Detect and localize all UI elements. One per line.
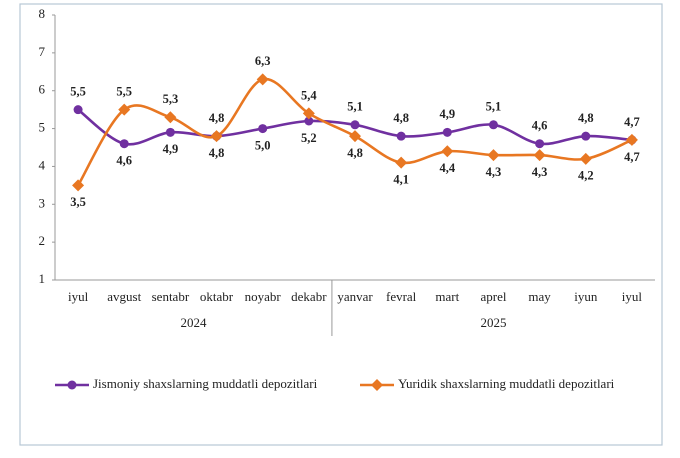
legend-label: Yuridik shaxslarning muddatli depozitlar… xyxy=(398,376,615,391)
x-tick-label: iyul xyxy=(68,289,89,304)
marker xyxy=(164,111,177,124)
data-label: 4,1 xyxy=(393,173,409,187)
x-tick-label: dekabr xyxy=(291,289,327,304)
y-tick-label: 3 xyxy=(39,195,46,210)
group-label: 2024 xyxy=(180,315,207,330)
y-tick-label: 2 xyxy=(39,233,46,248)
data-label: 4,8 xyxy=(393,111,409,125)
marker xyxy=(581,131,591,141)
data-label: 4,4 xyxy=(439,161,455,175)
marker xyxy=(625,133,638,146)
marker xyxy=(533,149,546,162)
data-label: 4,8 xyxy=(209,111,225,125)
data-label: 5,0 xyxy=(255,138,271,152)
marker xyxy=(349,130,361,143)
x-tick-label: may xyxy=(528,289,551,304)
y-tick-label: 8 xyxy=(39,6,46,21)
marker xyxy=(395,156,408,169)
data-label: 4,6 xyxy=(116,154,132,168)
x-tick-label: oktabr xyxy=(200,289,234,304)
data-label: 5,2 xyxy=(301,131,317,145)
y-tick-label: 6 xyxy=(39,82,46,97)
data-label: 4,8 xyxy=(578,111,594,125)
x-tick-label: mart xyxy=(435,289,459,304)
data-label: 5,3 xyxy=(163,92,179,106)
x-tick-label: sentabr xyxy=(152,289,190,304)
x-tick-label: yanvar xyxy=(337,289,373,304)
data-label: 5,5 xyxy=(116,85,132,99)
marker xyxy=(72,179,85,192)
data-label: 5,4 xyxy=(301,88,317,102)
data-label: 4,9 xyxy=(439,107,455,121)
marker xyxy=(304,116,314,126)
marker xyxy=(165,127,175,137)
data-label: 5,1 xyxy=(347,100,363,114)
marker xyxy=(441,145,454,158)
marker xyxy=(118,103,131,116)
y-tick-label: 4 xyxy=(39,157,46,172)
x-tick-label: iyun xyxy=(574,289,598,304)
x-tick-label: aprel xyxy=(480,289,506,304)
marker xyxy=(350,120,360,130)
marker xyxy=(487,149,500,162)
marker xyxy=(258,124,268,134)
data-label: 6,3 xyxy=(255,54,271,68)
marker xyxy=(210,130,223,143)
data-label: 4,9 xyxy=(163,142,179,156)
data-label: 5,5 xyxy=(70,85,86,99)
y-tick-label: 5 xyxy=(39,120,46,135)
legend-label: Jismoniy shaxslarning muddatli depozitla… xyxy=(93,376,318,391)
y-tick-label: 7 xyxy=(39,44,46,59)
x-tick-label: iyul xyxy=(622,289,643,304)
marker xyxy=(396,131,406,141)
x-tick-label: avgust xyxy=(107,289,141,304)
data-label: 4,2 xyxy=(578,169,594,183)
data-label: 4,3 xyxy=(486,165,502,179)
y-tick-label: 1 xyxy=(39,271,46,286)
x-tick-label: noyabr xyxy=(245,289,282,304)
chart-frame xyxy=(19,3,663,446)
legend-marker xyxy=(371,379,383,391)
marker xyxy=(442,127,452,137)
data-label: 4,6 xyxy=(532,119,548,133)
data-label: 4,7 xyxy=(624,150,640,164)
marker xyxy=(119,139,129,149)
data-label: 5,1 xyxy=(486,100,502,114)
data-label: 4,8 xyxy=(209,146,225,160)
marker xyxy=(302,107,315,120)
legend-marker xyxy=(67,380,77,390)
data-label: 3,5 xyxy=(70,195,86,209)
x-tick-label: fevral xyxy=(386,289,417,304)
marker xyxy=(488,120,498,130)
data-label: 4,3 xyxy=(532,165,548,179)
group-label: 2025 xyxy=(480,315,506,330)
marker xyxy=(256,73,269,86)
data-label: 4,7 xyxy=(624,115,640,129)
marker xyxy=(73,105,83,115)
marker xyxy=(535,139,545,149)
marker xyxy=(579,152,592,165)
data-label: 4,8 xyxy=(347,146,363,160)
